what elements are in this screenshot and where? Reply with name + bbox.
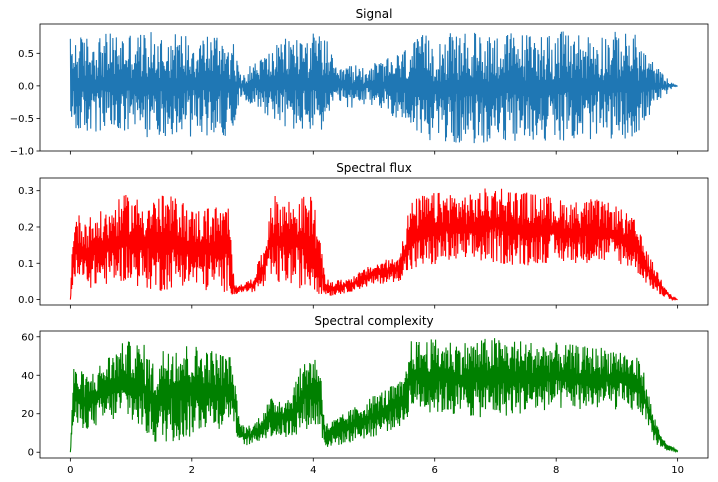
axes-frame	[39, 23, 709, 152]
y-tick-label: 0.1	[18, 259, 34, 270]
subplot-3: Spectral complexity 0 20 40 60 0 2 4 6 8 10	[21, 314, 709, 476]
y-tick-label: −1.0	[10, 147, 34, 158]
axes-frame	[39, 330, 709, 459]
y-tick-label: 0.0	[18, 295, 34, 306]
x-tick-label: 8	[553, 465, 559, 476]
x-tick-label: 2	[189, 465, 195, 476]
y-tick-label: 20	[21, 409, 34, 420]
y-tick-label: 0.2	[18, 222, 34, 233]
subplot-title: Spectral complexity	[314, 314, 433, 328]
subplots: Signal −1.0 −0.5 0.0 0.5 Spectral flux 0.0 0.1 0…	[10, 7, 709, 476]
y-tick-label: 0	[28, 448, 34, 459]
y-tick-label: 40	[21, 371, 34, 382]
axes-frame	[39, 177, 709, 306]
subplot-2: Spectral flux 0.0 0.1 0.2 0.3	[18, 161, 709, 309]
series-line-1	[69, 338, 679, 454]
subplot-1: Signal −1.0 −0.5 0.0 0.5	[10, 7, 709, 158]
subplot-title: Signal	[356, 7, 393, 21]
subplot-title: Spectral flux	[336, 161, 412, 175]
series-line-1	[69, 188, 678, 302]
y-tick-label: 0.3	[18, 186, 34, 197]
x-tick-label: 0	[67, 465, 73, 476]
x-tick-label: 6	[432, 465, 438, 476]
series-line-1	[69, 31, 678, 144]
y-tick-label: 0.5	[18, 49, 34, 60]
y-tick-label: 60	[21, 332, 34, 343]
y-tick-label: −0.5	[10, 114, 34, 125]
x-tick-label: 4	[310, 465, 316, 476]
x-tick-label: 10	[671, 465, 684, 476]
y-tick-label: 0.0	[18, 81, 34, 92]
